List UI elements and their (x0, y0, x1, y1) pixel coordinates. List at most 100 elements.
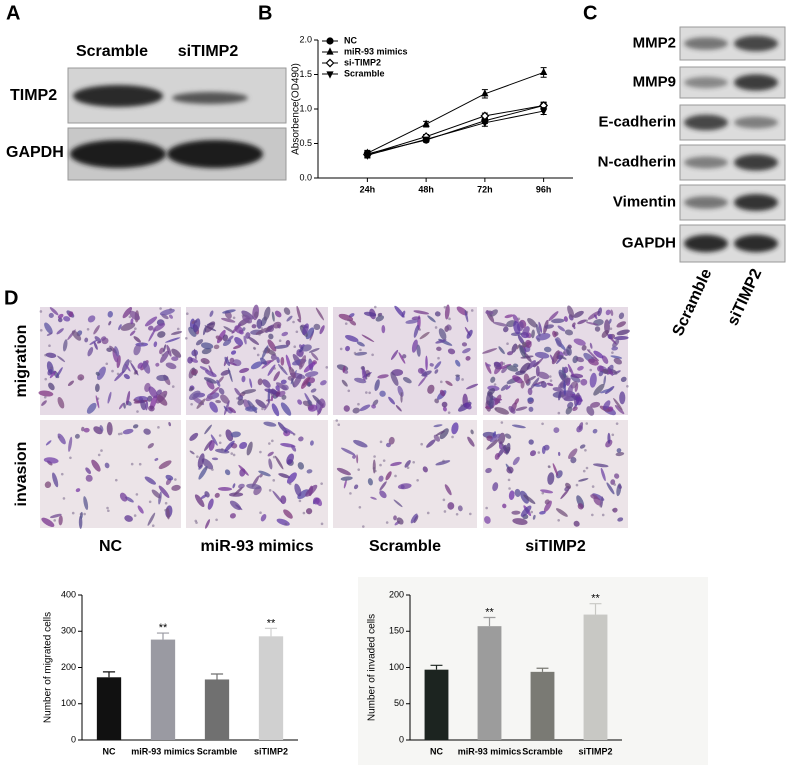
cell (204, 321, 216, 333)
pore (232, 453, 236, 457)
pore (107, 509, 110, 513)
cell (572, 406, 578, 412)
cell (264, 401, 271, 411)
pore (418, 328, 422, 331)
cell (107, 391, 112, 404)
cell (390, 461, 402, 467)
cell (599, 388, 614, 394)
pore (561, 394, 564, 398)
cell (446, 324, 452, 331)
pore (469, 512, 472, 516)
cell (593, 383, 605, 396)
cell (568, 448, 578, 459)
cell (597, 307, 602, 317)
cell (397, 483, 412, 490)
cell (201, 347, 212, 355)
cell (374, 379, 380, 392)
legend-label: Scramble (344, 68, 385, 78)
cell (297, 318, 302, 323)
cell (618, 484, 622, 489)
pore (358, 506, 362, 509)
blot-row-label: E-cadherin (598, 113, 676, 130)
cell (455, 374, 460, 377)
blot-band (734, 116, 778, 129)
cell (56, 328, 64, 335)
cell (281, 394, 287, 400)
cell (484, 516, 491, 524)
cell (124, 515, 133, 522)
cell (216, 379, 221, 387)
cell (247, 336, 260, 345)
cell (610, 355, 623, 359)
cell (378, 475, 384, 482)
pore (138, 462, 142, 466)
pore (626, 385, 629, 388)
pore (335, 419, 339, 422)
pore (437, 356, 440, 360)
cell (263, 421, 277, 427)
pore (562, 351, 566, 355)
pore (114, 478, 118, 482)
cell (426, 439, 436, 448)
cell (552, 330, 557, 338)
cell (41, 400, 47, 406)
cell (529, 450, 537, 457)
cell (417, 367, 424, 374)
cell (398, 352, 406, 364)
cell (259, 473, 263, 478)
cell (210, 434, 218, 446)
cell (268, 333, 274, 340)
error-bar (430, 664, 443, 670)
cell (312, 497, 320, 505)
pore (508, 487, 511, 490)
cell (93, 341, 98, 350)
blot-column-label: siTIMP2 (724, 266, 765, 328)
x-tick-label: siTIMP2 (578, 746, 612, 756)
significance-label: ** (267, 617, 276, 629)
pore (218, 441, 222, 445)
cell (533, 357, 544, 368)
pore (268, 489, 272, 492)
cell (563, 366, 569, 374)
cell (413, 310, 429, 315)
cell (619, 391, 626, 405)
cell (306, 469, 313, 474)
cell (193, 348, 197, 360)
cell (586, 406, 595, 416)
blot-band (684, 37, 728, 50)
pore (565, 375, 569, 378)
cell (224, 469, 231, 476)
cell (523, 373, 530, 384)
cell (418, 376, 427, 387)
pore (470, 309, 474, 312)
cell (166, 507, 170, 520)
cell (203, 377, 217, 384)
cell (492, 482, 499, 492)
y-axis-label: Absorbence(OD490) (291, 63, 302, 155)
cell (592, 428, 598, 434)
cell (435, 460, 451, 466)
pore (530, 510, 534, 514)
cell (168, 422, 172, 427)
cell (320, 380, 327, 386)
cell (594, 314, 598, 320)
pore (541, 422, 544, 426)
cell (238, 483, 245, 489)
cell (310, 440, 314, 446)
cell (255, 327, 270, 335)
cell (494, 453, 500, 460)
cell (613, 336, 629, 341)
pore (506, 342, 509, 345)
cell (96, 366, 106, 381)
x-tick-label: siTIMP2 (254, 746, 288, 756)
cell (196, 398, 206, 409)
cell (276, 356, 280, 364)
bar (424, 669, 449, 740)
cell (285, 340, 291, 346)
pore (271, 439, 274, 443)
cell (310, 388, 317, 393)
cell (260, 514, 267, 522)
pore (295, 330, 299, 334)
cell (489, 309, 498, 317)
cell (129, 310, 140, 321)
